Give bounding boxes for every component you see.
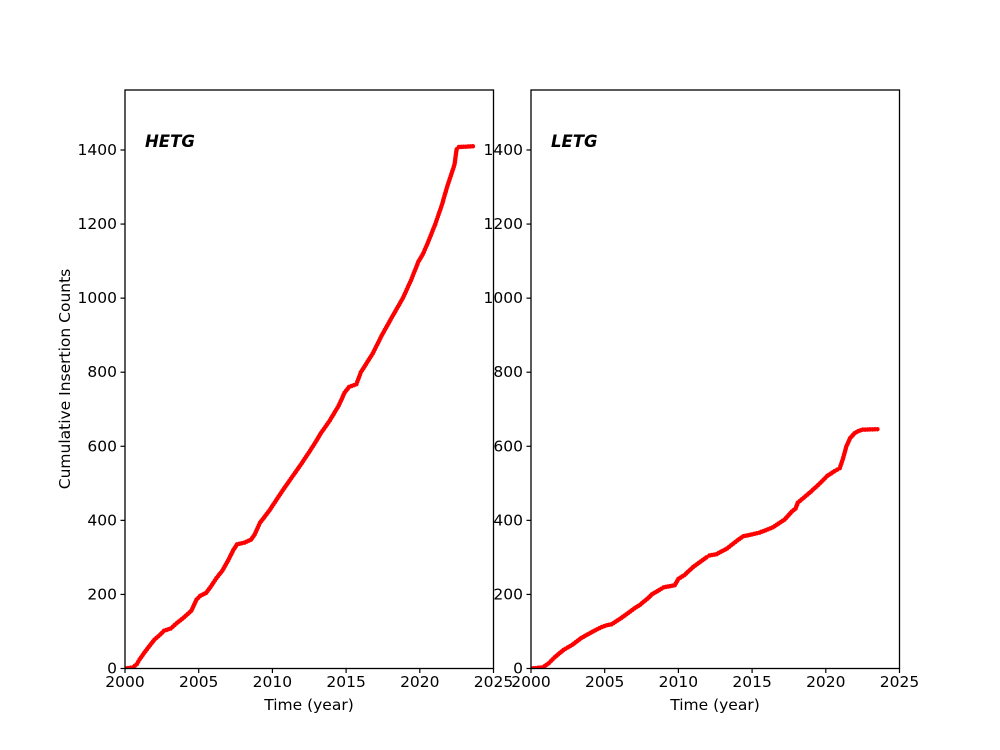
x-tick-label: 2015 <box>326 673 365 691</box>
y-tick-label: 1000 <box>484 289 523 307</box>
x-tick-label: 2005 <box>179 673 218 691</box>
letg-panel: 2000 2005 2010 2015 2020 2025 0 200 400 600 800 100… <box>484 89 919 691</box>
y-tick-label: 1400 <box>78 141 117 159</box>
data-point <box>470 144 476 149</box>
y-tick-label: 800 <box>493 363 523 381</box>
letg-x-axis-label: Time (year) <box>669 696 760 714</box>
x-tick-label: 2000 <box>511 673 550 691</box>
x-tick-label: 2005 <box>585 673 624 691</box>
data-point <box>875 426 880 432</box>
y-tick-label: 1200 <box>484 215 523 233</box>
x-tick-label: 2015 <box>732 673 771 691</box>
letg-series <box>531 426 880 669</box>
letg-panel-label: LETG <box>551 132 598 151</box>
y-tick-label: 1400 <box>484 141 523 159</box>
y-tick-label: 0 <box>107 660 117 678</box>
panels-group: 2000 2005 2010 2015 2020 20250200400600800100… <box>78 89 919 691</box>
y-tick-label: 200 <box>493 585 523 603</box>
y-tick-label: 1000 <box>78 289 117 307</box>
y-tick-label: 800 <box>87 363 117 381</box>
x-tick-label: 2020 <box>806 673 845 691</box>
hetg-panel: 2000 2005 2010 2015 2020 2025 0 200 400 600 800 100… <box>78 89 513 691</box>
y-tick-label: 600 <box>87 437 117 455</box>
y-tick-label: 400 <box>493 511 523 529</box>
letg-axes-spines <box>530 89 901 670</box>
y-tick-label: 0 <box>513 660 523 678</box>
x-tick-label: 2010 <box>253 673 292 691</box>
x-tick-label: 2010 <box>659 673 698 691</box>
hetg-series <box>125 144 476 669</box>
x-tick-label: 2000 <box>105 673 144 691</box>
hetg-panel-label: HETG <box>145 132 195 151</box>
y-tick-label: 400 <box>87 511 117 529</box>
y-tick-label: 600 <box>493 437 523 455</box>
y-tick-label: 1200 <box>78 215 117 233</box>
x-tick-label: 2025 <box>474 673 513 691</box>
x-tick-label: 2020 <box>400 673 439 691</box>
hetg-x-axis-label: Time (year) <box>263 696 354 714</box>
y-tick-label: 200 <box>87 585 117 603</box>
hetg-axes-spines <box>124 89 495 670</box>
y-axis-label: Cumulative Insertion Counts <box>56 269 74 490</box>
x-tick-label: 2025 <box>880 673 919 691</box>
